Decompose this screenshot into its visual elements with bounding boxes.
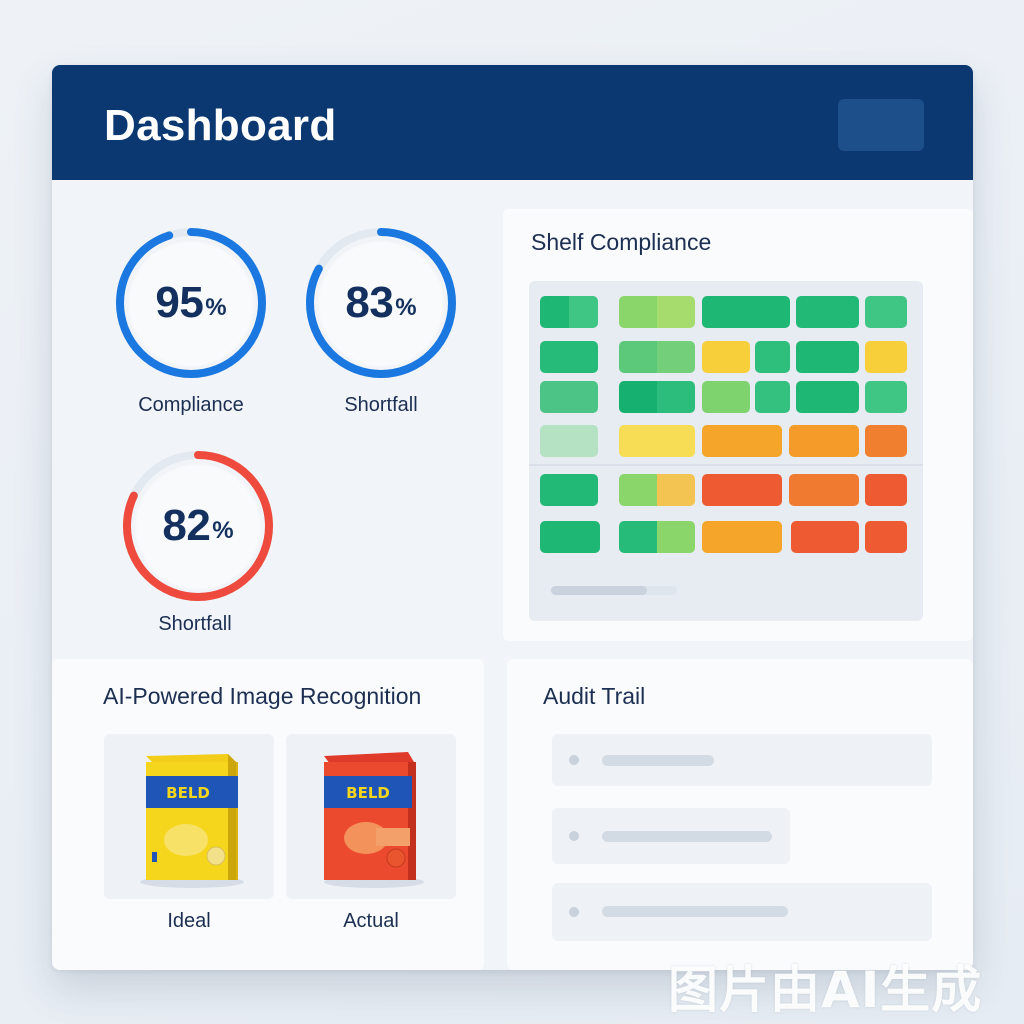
audit-entry[interactable] (552, 883, 932, 941)
shelf-cell (865, 521, 907, 553)
shelf-scroll-bar[interactable] (551, 586, 677, 595)
shelf-cell (540, 341, 598, 373)
gauge-arc (116, 228, 266, 378)
shelf-cell (865, 296, 907, 328)
audit-entry[interactable] (552, 734, 932, 786)
shelf-cell (540, 425, 598, 457)
dashboard-window: Dashboard 95% Compliance 83% Shortfall (52, 65, 973, 970)
shelf-scroll-thumb[interactable] (551, 586, 647, 595)
shortfall-gauge: 83% (301, 223, 461, 383)
compliance-gauge-ring (116, 228, 266, 378)
shelf-cell (702, 425, 782, 457)
ideal-product-icon: BELD (140, 754, 244, 888)
shelf-cell (619, 425, 695, 457)
compliance-gauge-label: Compliance (138, 394, 244, 416)
shelf-cell (865, 381, 907, 413)
shelf-cell (619, 521, 695, 553)
shortfall-gauge-secondary: 82% (118, 446, 278, 606)
shelf-cell (540, 521, 600, 553)
header-action-button[interactable] (838, 99, 924, 151)
actual-image-card[interactable]: BELD (286, 734, 456, 899)
shelf-cell (619, 296, 695, 328)
shortfall-gauge-secondary-ring (123, 451, 273, 601)
svg-text:BELD: BELD (166, 784, 210, 802)
shelf-cell (540, 296, 598, 328)
audit-entry-placeholder (602, 755, 714, 766)
audit-bullet-icon (569, 755, 579, 765)
shelf-cell (796, 296, 859, 328)
svg-text:BELD: BELD (346, 784, 390, 802)
shelf-cell (865, 474, 907, 506)
shelf-cell (702, 474, 782, 506)
shelf-cell (619, 474, 695, 506)
shelf-cell (702, 296, 790, 328)
audit-entry[interactable] (552, 808, 790, 864)
header-bar: Dashboard (52, 65, 973, 180)
gauge-value: 82% (162, 501, 234, 550)
shelf-cell (789, 425, 859, 457)
compliance-gauge: 95% (111, 223, 271, 383)
shelf-cell (702, 341, 750, 373)
actual-label: Actual (343, 910, 399, 932)
ideal-image-card[interactable]: BELD (104, 734, 274, 899)
shortfall-gauge-secondary-label: Shortfall (158, 613, 232, 635)
shelf-cell (796, 341, 859, 373)
shelf-cell (755, 341, 790, 373)
audit-entry-placeholder (602, 906, 788, 917)
gauge-inner (127, 239, 255, 367)
audit-trail-title: Audit Trail (543, 683, 646, 709)
shelf-cell (791, 521, 859, 553)
shelf-cell (702, 521, 782, 553)
gauge-value: 95% (155, 278, 227, 327)
shelf-cell (865, 425, 907, 457)
shelf-cell (540, 381, 598, 413)
shelf-cell (789, 474, 859, 506)
shortfall-gauge-label: Shortfall (344, 394, 418, 416)
shelf-cell (755, 381, 790, 413)
shelf-divider (529, 464, 923, 466)
ideal-label: Ideal (167, 910, 211, 932)
gauge-value: 83% (345, 278, 417, 327)
audit-bullet-icon (569, 831, 579, 841)
shelf-cell (865, 341, 907, 373)
gauge-arc (123, 451, 273, 601)
shelf-grid (529, 281, 923, 621)
audit-entry-placeholder (602, 831, 772, 842)
shelf-cell (619, 341, 695, 373)
shortfall-gauge-ring (306, 228, 456, 378)
audit-bullet-icon (569, 907, 579, 917)
ai-generated-watermark: 图片由AI生成 (668, 961, 983, 1019)
actual-product-icon: BELD (324, 752, 424, 888)
page-title: Dashboard (104, 101, 337, 150)
shelf-cell (619, 381, 695, 413)
gauge-inner (317, 239, 445, 367)
shelf-cell (540, 474, 598, 506)
shelf-cell (796, 381, 859, 413)
shelf-cell (702, 381, 750, 413)
shelf-compliance-title: Shelf Compliance (531, 229, 712, 255)
gauge-inner (134, 462, 262, 590)
image-recognition-title: AI-Powered Image Recognition (103, 683, 422, 709)
gauge-arc (306, 228, 456, 378)
